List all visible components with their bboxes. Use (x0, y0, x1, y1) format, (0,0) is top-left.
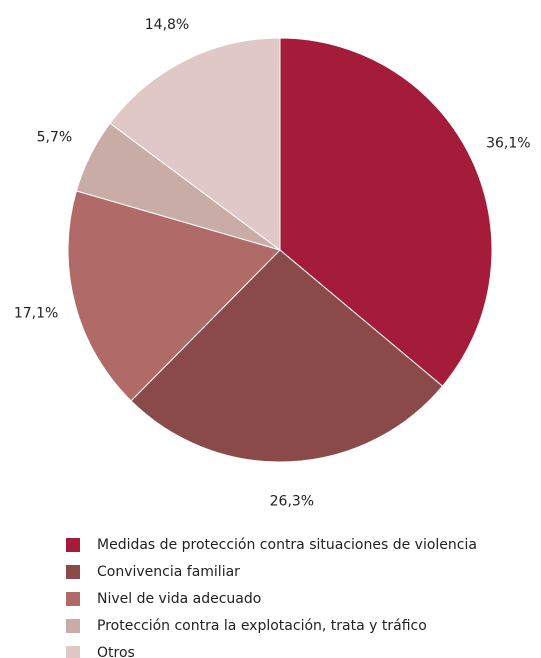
legend-label: Convivencia familiar (97, 564, 240, 580)
legend-swatch (66, 538, 80, 552)
data-label: 17,1% (14, 305, 58, 321)
legend-label: Protección contra la explotación, trata … (97, 618, 427, 634)
data-label: 5,7% (37, 130, 73, 146)
legend-label: Otros (97, 645, 135, 658)
legend-swatch (66, 592, 80, 606)
legend-label: Nivel de vida adecuado (97, 591, 261, 607)
pie-slice (279, 37, 493, 387)
pie-slice (67, 190, 281, 402)
legend-label: Medidas de protección contra situaciones… (97, 537, 477, 553)
data-label: 36,1% (486, 135, 530, 151)
legend-swatch (66, 646, 80, 658)
data-label: 26,3% (270, 494, 314, 510)
pie-slice (109, 37, 281, 251)
pie-slice (130, 249, 444, 463)
legend-swatch (66, 619, 80, 633)
data-label: 14,8% (145, 17, 189, 33)
legend-swatch (66, 565, 80, 579)
